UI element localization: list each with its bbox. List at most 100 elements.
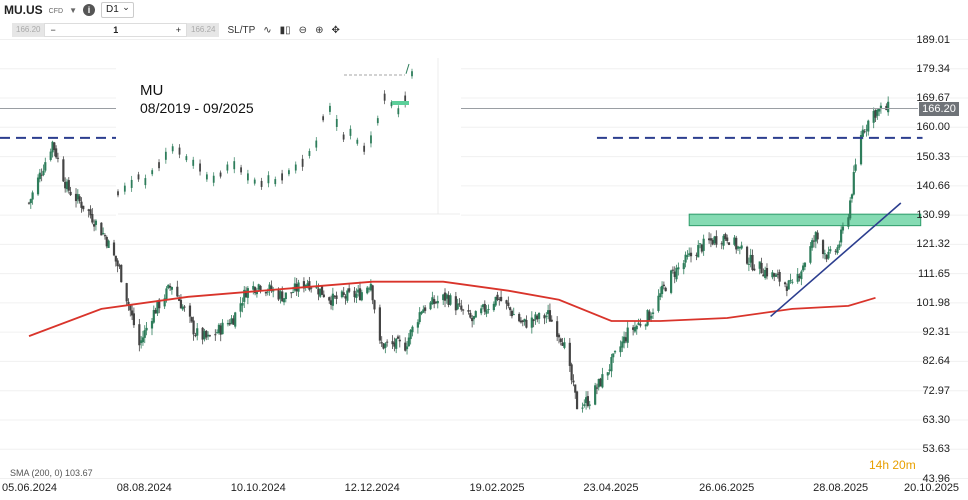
timeframe-select[interactable]: D1 [100, 0, 134, 18]
quantity-plus-button[interactable]: + [175, 25, 181, 35]
inset-background [116, 44, 461, 230]
candle [141, 330, 145, 346]
candle [758, 261, 761, 275]
symbol-label[interactable]: MU.US [4, 3, 43, 17]
trendline [770, 202, 902, 318]
candle [610, 353, 613, 378]
candle [353, 287, 356, 303]
y-tick-label: 121.32 [916, 238, 950, 251]
symbol-dropdown-icon[interactable]: ▼ [69, 5, 77, 15]
candle [55, 145, 58, 159]
candle [69, 186, 72, 196]
line-chart-icon[interactable]: ∿ [263, 24, 272, 36]
candle [530, 311, 533, 334]
candle [67, 177, 70, 194]
candle [328, 296, 331, 304]
zoom-in-icon[interactable]: ⊕ [315, 24, 324, 36]
inset-candle [192, 159, 195, 166]
info-icon[interactable]: i [82, 4, 95, 16]
zoom-out-icon[interactable]: ⊖ [298, 24, 308, 36]
candle [293, 277, 296, 293]
candle [284, 292, 287, 303]
candle [409, 329, 412, 345]
candle [130, 304, 134, 321]
candle [876, 108, 879, 120]
candle [264, 291, 268, 297]
candle [74, 188, 78, 208]
candle [505, 299, 508, 310]
candle [887, 96, 890, 116]
candle [594, 382, 597, 406]
sma-label: SMA (200, 0) [10, 468, 63, 478]
inset-candle [363, 145, 366, 152]
y-tick-label: 169.67 [916, 92, 950, 105]
candle [454, 291, 457, 316]
candle [382, 343, 385, 350]
candle [442, 293, 445, 305]
candle [688, 247, 691, 257]
candle [170, 286, 173, 295]
candle [726, 234, 729, 244]
candle [188, 303, 192, 323]
candle [51, 140, 54, 158]
candle [586, 391, 590, 408]
candle [498, 297, 501, 306]
buy-price-button[interactable]: 166.24 [187, 23, 220, 37]
candle [226, 319, 230, 327]
inset-candle [349, 128, 352, 136]
sltp-button[interactable]: SL/TP [227, 24, 256, 36]
candle [76, 189, 79, 204]
candle [776, 269, 779, 279]
candle [65, 178, 69, 193]
x-tick-label: 12.12.2024 [344, 482, 400, 494]
x-tick-label: 23.04.2025 [583, 482, 639, 494]
candle [443, 288, 447, 308]
candle [145, 322, 148, 336]
candle [821, 239, 825, 259]
quantity-minus-button[interactable]: − [50, 25, 56, 35]
quantity-stepper[interactable]: − 1 + [44, 23, 187, 37]
candle [411, 325, 414, 337]
candle [42, 164, 45, 177]
crosshair-icon[interactable]: ✥ [331, 24, 340, 36]
candle [358, 281, 362, 301]
candle [150, 317, 154, 336]
candle [239, 296, 242, 318]
candle [583, 399, 586, 408]
candle [572, 374, 575, 387]
y-tick-label: 140.66 [916, 179, 950, 192]
candle [673, 266, 676, 284]
inset-candle [212, 175, 215, 183]
candle [841, 222, 845, 234]
y-tick-label: 101.98 [916, 296, 950, 309]
inset-candle [390, 102, 393, 107]
candle [791, 279, 794, 285]
candle [315, 280, 318, 289]
candle [771, 269, 774, 280]
candle [308, 276, 311, 292]
candle [319, 288, 322, 298]
sell-price-button[interactable]: 166.20 [12, 23, 45, 37]
candle [827, 246, 830, 260]
candle [709, 233, 713, 248]
candle [510, 309, 514, 319]
inset-candle [178, 147, 181, 155]
candle [850, 193, 854, 203]
inset-candle [308, 150, 311, 156]
candle [632, 324, 635, 336]
quantity-input[interactable]: 1 [113, 25, 119, 35]
candle [456, 298, 459, 311]
candlestick-icon[interactable]: ▮▯ [279, 24, 291, 36]
candle [360, 289, 363, 302]
inset-zone [392, 101, 409, 105]
inset-candle [199, 163, 201, 172]
candle [521, 319, 524, 327]
y-tick-label: 111.65 [917, 267, 950, 280]
candle [156, 300, 159, 317]
candle [872, 107, 875, 129]
candle [208, 334, 211, 338]
candle [523, 318, 526, 326]
candle [320, 286, 324, 295]
candle [534, 311, 537, 325]
